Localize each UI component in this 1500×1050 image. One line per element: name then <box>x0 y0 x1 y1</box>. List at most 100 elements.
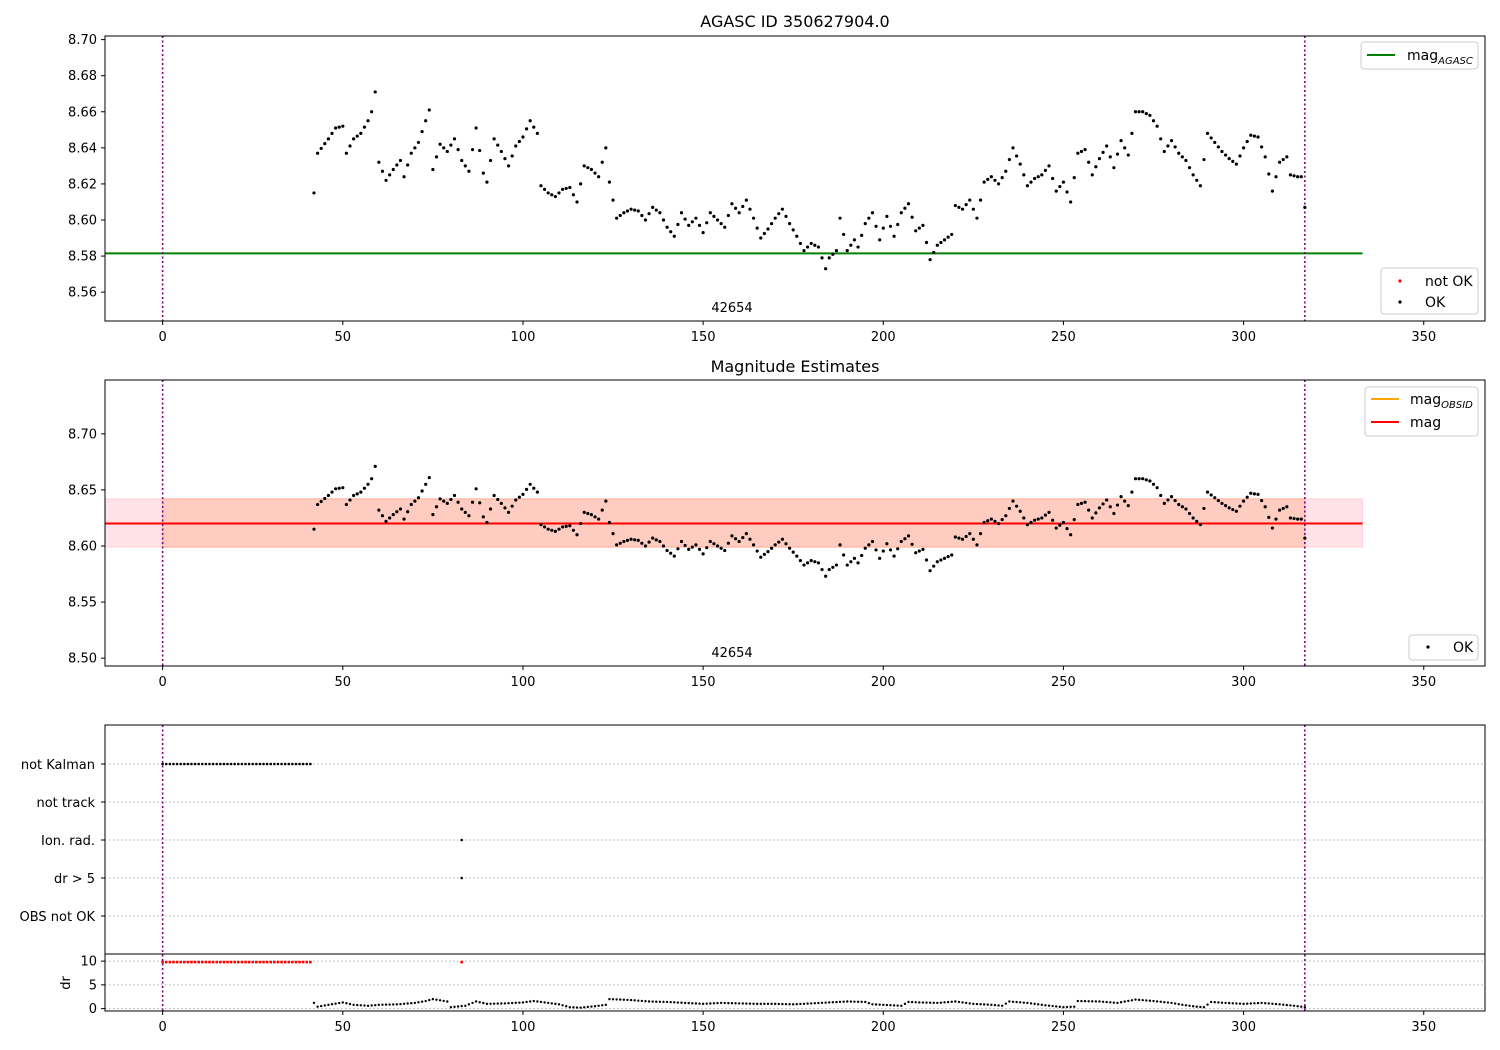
panel2-ok-point-30 <box>420 489 424 493</box>
panel1-ok-point-243 <box>1187 166 1192 170</box>
panel2-ok-point-156 <box>874 548 878 552</box>
panel2-ok-point-75 <box>582 510 586 514</box>
panel1-ok-point-4 <box>326 137 330 141</box>
panel1-ok-point-203 <box>1043 168 1048 172</box>
dr-point-253 <box>1224 1001 1227 1005</box>
flag-point-0-40 <box>305 762 309 766</box>
panel2-ok-point-65 <box>546 527 550 531</box>
dr-point-183 <box>972 1002 975 1006</box>
panel1-ok-point-32 <box>427 108 431 112</box>
dr-point-22 <box>392 1003 395 1006</box>
panel2-ok-point-113 <box>719 546 723 550</box>
panel2-ok-point-128 <box>773 543 777 547</box>
dr-point-49 <box>489 1002 492 1005</box>
dr-point-239 <box>1173 1002 1177 1005</box>
flag-point-0-33 <box>280 762 283 766</box>
panel2-ok-point-180 <box>960 537 965 541</box>
panel2-ok-point-122 <box>751 543 756 547</box>
dr-point-154 <box>867 1001 871 1005</box>
panel1-ok-point-264 <box>1263 155 1267 159</box>
dr-point-89 <box>633 999 636 1002</box>
panel1-ok-point-193 <box>1007 157 1011 162</box>
dr-point-87 <box>626 998 629 1002</box>
panel1-ok-point-28 <box>413 146 417 150</box>
panel1-ok-point-208 <box>1061 180 1066 184</box>
panel2-ok-point-23 <box>395 510 399 514</box>
panel2-ok-point-243 <box>1187 511 1192 516</box>
dr-point-193 <box>1008 1000 1011 1003</box>
panel1-ok-point-192 <box>1004 169 1008 173</box>
dr-clipped-point-37 <box>294 960 298 964</box>
panel3-plot-area <box>105 725 1485 1011</box>
dr-point-223 <box>1116 1001 1119 1005</box>
dr-point-115 <box>727 1001 730 1005</box>
dr-clipped-point-40 <box>305 960 309 964</box>
dr-clipped-point-38 <box>298 960 301 964</box>
panel2-ok-point-140 <box>816 561 821 565</box>
dr-point-2 <box>319 1004 323 1008</box>
dr-point-199 <box>1029 1002 1033 1005</box>
panel1-ok-point-145 <box>834 249 839 253</box>
panel1-ok-point-21 <box>388 173 392 177</box>
panel1-ok-point-156 <box>874 224 878 228</box>
flag-point-0-28 <box>262 762 265 766</box>
legend-mag-obsid-label: magOBSID <box>1410 392 1473 411</box>
panel1-ok-point-257 <box>1238 154 1242 158</box>
panel1-ok-point-178 <box>953 203 957 208</box>
dr-point-0 <box>312 1001 316 1005</box>
dr-point-254 <box>1227 1001 1231 1005</box>
panel1-ok-point-213 <box>1079 149 1084 154</box>
panel2-ok-point-178 <box>953 535 957 539</box>
dr-point-146 <box>838 1000 842 1004</box>
panel1-ok-point-149 <box>849 243 853 247</box>
panel1-ok-point-148 <box>845 249 849 253</box>
panel2-ok-point-43 <box>467 514 471 518</box>
panel2-ok-point-207 <box>1058 523 1062 527</box>
dr-point-47 <box>482 1001 485 1005</box>
panel1-ok-point-202 <box>1040 173 1044 177</box>
panel2-ok-point-148 <box>845 563 849 567</box>
panel1-ok-point-240 <box>1177 151 1181 155</box>
dr-point-33 <box>431 997 435 1001</box>
panel1-ytick-label-6: 8.68 <box>68 69 97 84</box>
dr-point-249 <box>1209 1000 1213 1004</box>
panel2-ok-point-248 <box>1205 490 1210 494</box>
dr-point-257 <box>1238 1002 1242 1005</box>
dr-point-153 <box>864 1000 867 1004</box>
dr-point-187 <box>986 1003 989 1006</box>
panel1-ok-point-76 <box>586 166 590 170</box>
panel2-ok-point-150 <box>852 556 857 560</box>
panel1-ok-point-85 <box>618 213 622 218</box>
panel1-ok-point-258 <box>1241 146 1246 150</box>
panel2-ok-point-144 <box>831 565 835 569</box>
dr-point-130 <box>781 1002 784 1006</box>
panel1-ok-point-49 <box>488 158 493 163</box>
panel1-ytick-label-4: 8.64 <box>68 141 97 156</box>
panel2-ok-point-12 <box>355 492 359 496</box>
dr-point-163 <box>900 1004 903 1007</box>
flag-point-0-26 <box>255 762 258 766</box>
panel1-ok-point-110 <box>708 211 712 215</box>
dr-clipped-point-83 <box>460 960 464 964</box>
panel2-ok-point-52 <box>499 501 503 505</box>
dr-point-54 <box>507 1002 510 1005</box>
dr-point-41 <box>460 1004 463 1008</box>
dr-point-36 <box>442 999 445 1003</box>
panel2-ok-point-160 <box>888 548 893 552</box>
panel2-ok-point-103 <box>683 543 687 548</box>
dr-point-27 <box>410 1002 413 1005</box>
panel1-ok-point-241 <box>1180 155 1184 159</box>
panel1-ok-point-144 <box>831 252 835 256</box>
dr-point-113 <box>719 1001 723 1005</box>
panel1-ok-point-130 <box>780 207 784 211</box>
panel2-ok-point-6 <box>334 487 338 491</box>
panel2-ok-point-105 <box>690 545 694 549</box>
panel1-ok-point-163 <box>899 211 903 215</box>
dr-clipped-point-20 <box>233 960 237 964</box>
panel2-ok-point-18 <box>377 508 381 512</box>
panel1-ok-point-55 <box>510 154 514 158</box>
panel2-ok-point-114 <box>723 548 727 553</box>
legend-ok-swatch <box>1398 300 1402 304</box>
dr-point-23 <box>395 1003 399 1006</box>
flag-point-0-30 <box>269 762 273 766</box>
